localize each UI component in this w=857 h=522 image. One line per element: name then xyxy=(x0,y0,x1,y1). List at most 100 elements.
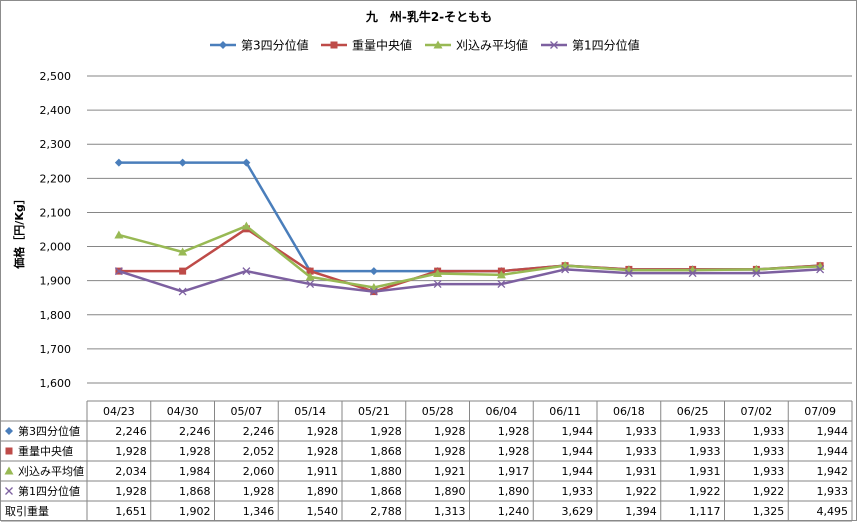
table-cell-value: 1,942 xyxy=(817,465,849,478)
series-4-point xyxy=(816,265,825,274)
table-row-marker xyxy=(5,487,13,495)
table-cell-value: 1,928 xyxy=(179,445,211,458)
series-2-line xyxy=(118,227,821,293)
series-1-point xyxy=(369,267,378,276)
table-cell-value: 1,902 xyxy=(179,505,211,518)
x-category-label: 05/28 xyxy=(422,405,454,418)
series-4-line xyxy=(118,268,821,293)
y-tick-label: 1,600 xyxy=(40,377,72,390)
table-row-marker xyxy=(5,447,13,455)
y-tick-label: 2,000 xyxy=(40,241,72,254)
x-category-label: 04/23 xyxy=(103,405,135,418)
legend-marker-2 xyxy=(330,41,338,49)
table-cell-value: 1,346 xyxy=(243,505,275,518)
table-cell-value: 1,933 xyxy=(625,425,657,438)
table-cell-value: 1,928 xyxy=(434,425,466,438)
y-tick-label: 1,700 xyxy=(40,343,72,356)
table-cell-value: 1,117 xyxy=(689,505,721,518)
table-cell-value: 1,933 xyxy=(689,425,721,438)
series-4-point xyxy=(688,269,697,278)
table-cell-value: 1,922 xyxy=(625,485,657,498)
table-cell-value: 4,495 xyxy=(817,505,849,518)
table-row-marker xyxy=(5,427,13,435)
series-lines xyxy=(114,158,825,296)
table-cell-value: 2,034 xyxy=(115,465,147,478)
table-cell-value: 1,928 xyxy=(434,445,466,458)
table-cell-value: 1,325 xyxy=(753,505,785,518)
legend-marker-1 xyxy=(219,41,227,49)
data-table: 04/23 04/30 05/07 05/14 05/21 05/28 06/04 06/11… xyxy=(1,400,853,522)
x-category-label: 07/02 xyxy=(741,405,773,418)
x-category-label: 06/25 xyxy=(677,405,709,418)
table-cell-value: 2,246 xyxy=(243,425,275,438)
table-cell-value: 3,629 xyxy=(562,505,594,518)
series-1-point xyxy=(178,158,187,167)
series-4-point xyxy=(306,280,315,289)
table-cell-value: 1,921 xyxy=(434,465,466,478)
series-1-line xyxy=(118,161,821,273)
table-cell-value: 1,911 xyxy=(307,465,339,478)
table-cell-value: 1,928 xyxy=(498,445,530,458)
table-cell-value: 1,933 xyxy=(753,465,785,478)
series-1 xyxy=(114,158,825,276)
table-cell-value: 2,788 xyxy=(370,505,402,518)
chart-title: 九 州-乳牛2-そともも xyxy=(365,9,492,24)
table-row: 第3四分位値 2,246 2,246 2,246 1,928 1,928 1,928 1,92… xyxy=(5,424,848,438)
legend-marker-3 xyxy=(433,40,443,49)
table-row-label: 取引重量 xyxy=(5,504,49,518)
x-category-label: 05/07 xyxy=(231,405,263,418)
table-cell-value: 2,060 xyxy=(243,465,275,478)
y-tick-label: 1,800 xyxy=(40,309,72,322)
table-cell-value: 2,052 xyxy=(243,445,275,458)
series-4-point xyxy=(369,287,378,296)
table-cell-value: 1,890 xyxy=(498,485,530,498)
table-cell-value: 1,944 xyxy=(817,445,849,458)
x-category-label: 07/09 xyxy=(804,405,836,418)
y-tick-label: 1,900 xyxy=(40,275,72,288)
table-row: 刈込み平均値 2,034 1,984 2,060 1,911 1,880 1,921 1,91… xyxy=(4,465,849,478)
table-cell-value: 1,933 xyxy=(753,425,785,438)
y-tick-label: 2,400 xyxy=(40,104,72,117)
table-cell-value: 2,246 xyxy=(179,425,211,438)
series-4-point xyxy=(624,269,633,278)
table-cell-value: 1,933 xyxy=(817,485,849,498)
table-cell-value: 1,394 xyxy=(625,505,657,518)
table-cell-value: 1,933 xyxy=(625,445,657,458)
chart-legend: 第3四分位値 重量中央値 刈込み平均値 第1四分位値 xyxy=(210,38,640,53)
series-4-point xyxy=(178,287,187,296)
table-cell-value: 1,313 xyxy=(434,505,466,518)
table-cell-value: 1,868 xyxy=(370,445,402,458)
series-4-point xyxy=(433,280,442,289)
x-category-label: 04/30 xyxy=(167,405,199,418)
table-cell-value: 1,928 xyxy=(115,445,147,458)
table-row-marker xyxy=(4,466,14,475)
series-2-point xyxy=(306,267,314,275)
table-cell-value: 1,868 xyxy=(179,485,211,498)
table-cell-value: 1,928 xyxy=(115,485,147,498)
table-row: 重量中央値 1,928 1,928 2,052 1,928 1,868 1,928 1,928… xyxy=(5,444,849,458)
table-cell-value: 1,933 xyxy=(689,445,721,458)
table-cell-value: 1,928 xyxy=(498,425,530,438)
series-3-point xyxy=(114,230,124,239)
x-category-label: 05/14 xyxy=(294,405,326,418)
series-4-point xyxy=(497,280,506,289)
y-tick-label: 2,500 xyxy=(40,70,72,83)
table-row-label: 刈込み平均値 xyxy=(18,465,84,478)
series-4-point xyxy=(752,269,761,278)
table-cell-value: 1,880 xyxy=(370,465,402,478)
legend-label-4: 第1四分位値 xyxy=(572,38,640,53)
x-category-label: 06/04 xyxy=(486,405,518,418)
table-cell-value: 1,890 xyxy=(307,485,339,498)
series-4-point xyxy=(242,267,251,276)
table-cell-value: 2,246 xyxy=(115,425,147,438)
legend-label-3: 刈込み平均値 xyxy=(456,38,528,53)
series-1-point xyxy=(114,158,123,167)
table-cell-value: 1,931 xyxy=(689,465,721,478)
grid-lines xyxy=(87,75,852,384)
table-cell-value: 1,922 xyxy=(753,485,785,498)
table-cell-value: 1,984 xyxy=(179,465,211,478)
series-3-line xyxy=(118,224,821,289)
table-cell-value: 1,933 xyxy=(753,445,785,458)
table-row: 取引重量 1,651 1,902 1,346 1,540 2,788 1,313 1,240 3… xyxy=(5,504,848,518)
